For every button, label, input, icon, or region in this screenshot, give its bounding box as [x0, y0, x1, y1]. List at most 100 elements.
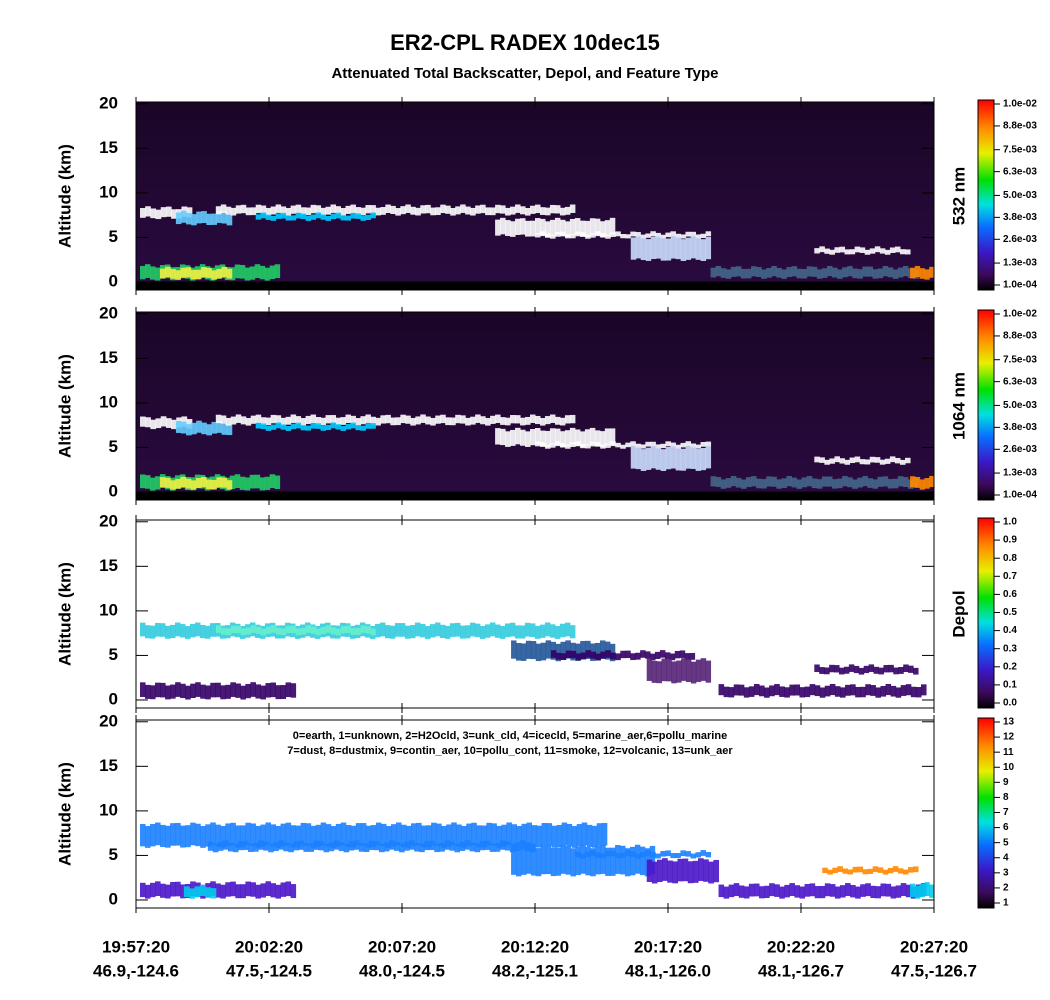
curtain-cell: [169, 624, 176, 639]
curtain-cell: [686, 659, 692, 683]
curtain-cell: [885, 883, 892, 897]
curtain-cell: [615, 442, 621, 448]
curtain-cell: [794, 885, 801, 898]
curtain-cell: [375, 417, 381, 426]
curtain-cell: [419, 623, 426, 638]
curtain-cell: [680, 234, 686, 239]
curtain-cell: [215, 414, 222, 424]
curtain-cell: [748, 883, 755, 897]
curtain-cell: [150, 208, 157, 219]
curtain-cell: [244, 477, 251, 491]
curtain-cell: [898, 667, 904, 674]
curtain-cell: [595, 642, 601, 661]
curtain-cell: [575, 653, 582, 661]
curtain-cell: [879, 459, 886, 465]
curtain-cell: [340, 626, 346, 634]
curtain-cell: [424, 626, 431, 639]
curtain-cell: [155, 209, 162, 220]
x-tick-label: 19:57:20: [102, 937, 170, 956]
curtain-cell: [390, 205, 396, 215]
curtain-cell: [555, 847, 562, 876]
curtain-cell: [350, 204, 356, 214]
curtain-cell: [733, 684, 740, 696]
colorbar-tick-label: 4: [1003, 852, 1009, 863]
curtain-cell: [610, 847, 616, 876]
curtain-cell: [855, 886, 861, 899]
curtain-cell: [410, 206, 416, 215]
curtain-cell: [735, 477, 742, 488]
curtain-cell: [310, 414, 317, 423]
curtain-cell: [426, 825, 432, 848]
curtain-cell: [887, 267, 894, 278]
curtain-cell: [340, 426, 346, 431]
curtain-cell: [545, 845, 552, 875]
curtain-cell: [585, 650, 592, 658]
curtain-cell: [806, 476, 813, 487]
curtain-cell: [645, 441, 651, 447]
curtain-cell: [845, 684, 851, 696]
curtain-cell: [221, 211, 228, 224]
curtain-cell: [320, 207, 327, 216]
y-tick-label: 10: [99, 392, 118, 411]
curtain-cell: [380, 415, 386, 424]
curtain-cell: [685, 446, 692, 469]
curtain-cell: [779, 886, 785, 899]
curtain-cell: [569, 625, 576, 639]
curtain-cell: [525, 416, 531, 425]
curtain-cell: [230, 625, 237, 634]
curtain-cell: [474, 623, 481, 638]
curtain-cell: [897, 868, 904, 874]
curtain-cell: [510, 206, 516, 215]
curtain-cell: [170, 823, 176, 846]
curtain-cell: [870, 685, 876, 696]
curtain-cell: [834, 456, 840, 463]
title: ER2-CPL RADEX 10dec15: [390, 30, 660, 55]
curtain-cell: [340, 417, 346, 425]
curtain-cell: [669, 653, 676, 661]
curtain-cell: [534, 625, 541, 639]
curtain-cell: [185, 825, 191, 848]
curtain-cell: [280, 882, 287, 897]
curtain-cell: [465, 206, 471, 215]
curtain-cell: [430, 207, 436, 216]
curtain-cell: [375, 207, 381, 216]
curtain-cell: [525, 208, 531, 216]
curtain-cell: [189, 888, 196, 899]
x-tick-label: 47.5,-124.5: [226, 961, 312, 980]
curtain-cell: [209, 623, 216, 637]
curtain-cell: [645, 233, 651, 238]
curtain-cell: [589, 218, 596, 235]
curtain-cell: [520, 417, 526, 426]
curtain-cell: [270, 206, 277, 215]
curtain-cell: [313, 840, 320, 850]
curtain-cell: [305, 625, 312, 633]
x-tick-label: 20:02:20: [235, 937, 303, 956]
curtain-cell: [540, 231, 546, 237]
curtain-cell: [310, 422, 317, 429]
curtain-cell: [594, 218, 601, 235]
curtain-cell: [521, 823, 528, 847]
curtain-cell: [274, 475, 281, 490]
curtain-cell: [355, 213, 361, 219]
curtain-cell: [245, 822, 251, 846]
curtain-cell: [485, 207, 491, 216]
curtain-cell: [325, 824, 332, 847]
curtain-cell: [535, 848, 542, 877]
curtain-cell: [469, 622, 476, 637]
curtain-cell: [630, 231, 636, 237]
curtain-cell: [495, 414, 501, 424]
curtain-cell: [310, 214, 317, 220]
curtain-cell: [695, 659, 702, 682]
curtain-cell: [565, 640, 571, 659]
curtain-cell: [786, 475, 793, 487]
curtain-cell: [905, 884, 912, 898]
curtain-cell: [175, 881, 181, 897]
curtain-cell: [877, 268, 884, 279]
y-tick-label: 15: [99, 138, 118, 157]
curtain-cell: [295, 204, 302, 214]
curtain-cell: [514, 625, 521, 639]
curtain-cell: [723, 886, 730, 899]
curtain-cell: [505, 207, 511, 216]
curtain-cell: [275, 825, 282, 848]
curtain-cell: [429, 624, 436, 638]
